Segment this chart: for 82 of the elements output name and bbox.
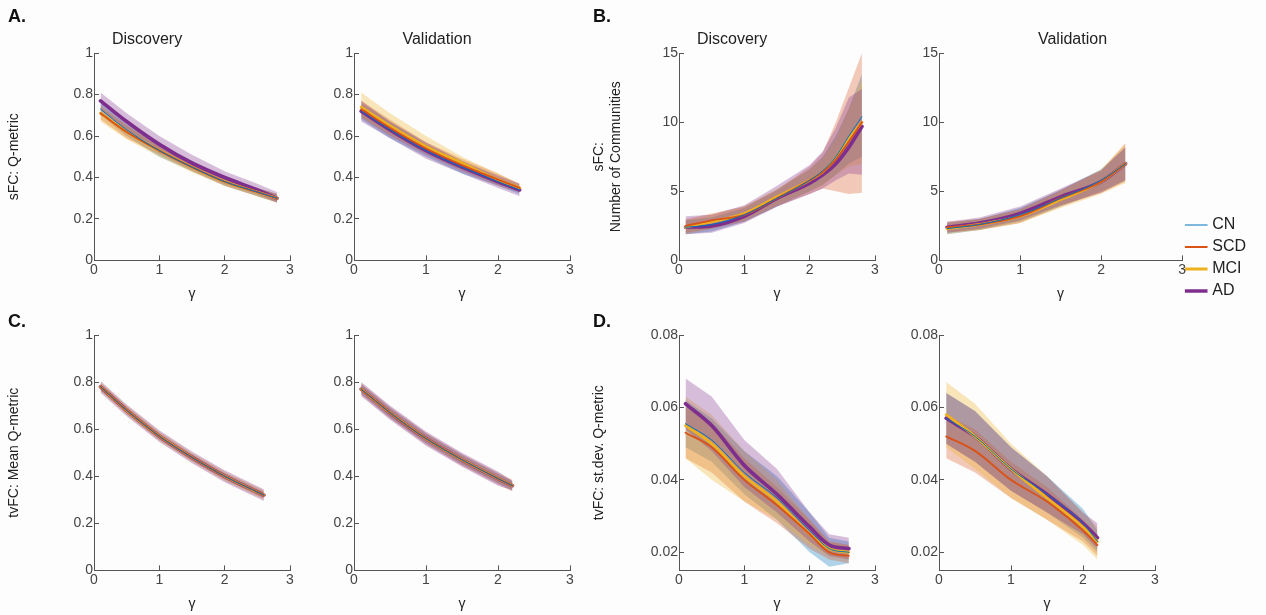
x-tick-label: 1	[155, 570, 164, 587]
x-axis-title: γ	[773, 595, 781, 612]
x-axis-title: γ	[458, 285, 466, 302]
x-tick-label: 2	[805, 260, 814, 277]
x-tick-label: 1	[422, 570, 431, 587]
y-tick-label: 15	[662, 44, 679, 61]
legend-label: MCI	[1212, 259, 1242, 277]
y-tick-label: 0.4	[333, 467, 354, 484]
x-tick-label: 3	[1178, 260, 1187, 277]
x-tick-label: 1	[740, 570, 749, 587]
x-axis-title: γ	[773, 285, 781, 302]
legend-label: CN	[1212, 215, 1236, 233]
y-axis-title: tvFC: Mean Q-metric	[5, 387, 22, 518]
y-axis-title: sFC: Number of Communities	[590, 81, 624, 233]
x-tick-label: 1	[155, 260, 164, 277]
y-tick-label: 0.4	[73, 467, 94, 484]
y-tick-label: 1	[345, 44, 354, 61]
y-tick-label: 0.02	[650, 543, 679, 560]
x-axis-title: γ	[1043, 595, 1051, 612]
x-tick-label: 1	[1007, 570, 1016, 587]
text: C.	[8, 310, 26, 331]
x-tick-label: 3	[1151, 570, 1160, 587]
y-tick-label: 0.2	[73, 209, 94, 226]
x-tick-label: 3	[871, 260, 880, 277]
y-tick-label: 0.02	[910, 543, 939, 560]
legend-label: AD	[1212, 281, 1235, 299]
x-tick-label: 2	[1097, 260, 1106, 277]
y-tick-label: 0.2	[333, 209, 354, 226]
x-axis-title: γ	[458, 595, 466, 612]
x-axis-title: γ	[188, 285, 196, 302]
chart-title: Validation	[1037, 30, 1108, 48]
y-tick-label: 15	[922, 44, 939, 61]
y-tick-label: 0.6	[73, 126, 94, 143]
y-tick-label: 0.4	[333, 168, 354, 185]
x-tick-label: 2	[220, 570, 229, 587]
x-tick-label: 3	[566, 260, 575, 277]
y-tick-label: 0.6	[73, 420, 94, 437]
y-axis-title: tvFC: st.dev. Q-metric	[590, 385, 607, 521]
x-tick-label: 3	[286, 570, 295, 587]
legend-label: SCD	[1212, 237, 1246, 255]
y-tick-label: 0.2	[73, 514, 94, 531]
text: B.	[593, 5, 611, 26]
y-tick-label: 5	[930, 182, 939, 199]
y-tick-label: 0.08	[650, 325, 679, 342]
y-tick-label: 10	[922, 113, 939, 130]
x-tick-label: 1	[740, 260, 749, 277]
x-axis-title: γ	[1057, 285, 1065, 302]
x-tick-label: 1	[422, 260, 431, 277]
y-tick-label: 0.8	[333, 85, 354, 102]
y-tick-label: 1	[85, 325, 94, 342]
text: D.	[593, 310, 611, 331]
chart-title: Validation	[402, 30, 472, 48]
x-tick-label: 2	[220, 260, 229, 277]
y-tick-label: 10	[662, 113, 679, 130]
y-tick-label: 5	[670, 182, 679, 199]
x-tick-label: 2	[494, 260, 503, 277]
x-tick-label: 2	[805, 570, 814, 587]
x-tick-label: 2	[1079, 570, 1088, 587]
y-tick-label: 0.8	[73, 85, 94, 102]
x-tick-label: 3	[871, 570, 880, 587]
y-tick-label: 0.04	[650, 470, 679, 487]
chart-title: Discovery	[696, 30, 768, 48]
y-axis-title: sFC: Q-metric	[5, 113, 22, 201]
y-tick-label: 0.06	[910, 398, 939, 415]
x-tick-label: 1	[1016, 260, 1025, 277]
y-tick-label: 0.2	[333, 514, 354, 531]
x-axis-title: γ	[188, 595, 196, 612]
y-tick-label: 0.8	[73, 372, 94, 389]
y-tick-label: 0.4	[73, 168, 94, 185]
x-tick-label: 2	[494, 570, 503, 587]
y-tick-label: 0.6	[333, 420, 354, 437]
x-tick-label: 3	[566, 570, 575, 587]
chart-title: Discovery	[111, 30, 183, 48]
y-tick-label: 0.04	[910, 470, 939, 487]
y-tick-label: 1	[345, 325, 354, 342]
y-tick-label: 0.08	[910, 325, 939, 342]
y-tick-label: 1	[85, 44, 94, 61]
text: A.	[8, 5, 26, 26]
y-tick-label: 0.6	[333, 126, 354, 143]
y-tick-label: 0.06	[650, 398, 679, 415]
x-tick-label: 3	[286, 260, 295, 277]
y-tick-label: 0.8	[333, 372, 354, 389]
